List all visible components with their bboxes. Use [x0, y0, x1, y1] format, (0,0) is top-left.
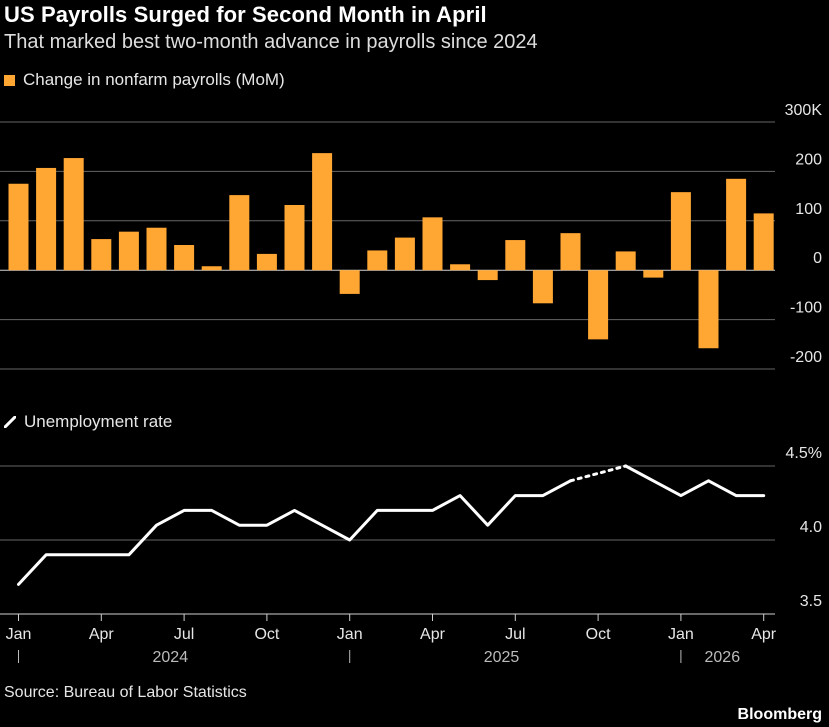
payroll-bar: [229, 195, 250, 271]
payroll-bar: [8, 183, 29, 271]
legend-unemployment-label: Unemployment rate: [24, 412, 173, 431]
payroll-bar: [118, 231, 139, 271]
x-tick-label: Jul: [174, 626, 194, 643]
payroll-bar: [36, 167, 57, 271]
payroll-bar: [588, 270, 609, 340]
line-y-tick-label: 4.5%: [786, 445, 822, 462]
bar-y-tick-label: 300K: [785, 102, 823, 119]
payroll-bar: [174, 245, 195, 271]
payroll-bar: [450, 264, 471, 271]
unemployment-line: [624, 464, 766, 498]
legend-unemployment: Unemployment rate: [4, 412, 172, 432]
payroll-bar: [505, 240, 526, 271]
x-year-label: 2026: [705, 649, 741, 666]
x-tick-label: Oct: [254, 626, 279, 643]
x-year-label: 2024: [153, 649, 189, 666]
payroll-bar: [643, 270, 664, 278]
payroll-bar: [615, 251, 636, 271]
x-year-label: 2025: [484, 649, 520, 666]
payroll-bar: [670, 192, 691, 271]
x-tick-label: Jul: [505, 626, 525, 643]
bar-y-tick-label: 200: [795, 151, 822, 168]
line-y-tick-label: 4.0: [800, 519, 822, 536]
payroll-bar: [477, 270, 498, 281]
payroll-bar: [256, 253, 277, 271]
payroll-bar: [367, 250, 388, 271]
payroll-bar: [394, 237, 415, 271]
bar-y-tick-label: -100: [790, 300, 822, 317]
payroll-bar: [339, 270, 360, 294]
chart-title: US Payrolls Surged for Second Month in A…: [4, 2, 487, 27]
payroll-bar: [422, 217, 443, 271]
x-tick-label: Apr: [420, 626, 446, 643]
payroll-bar: [146, 227, 167, 271]
payroll-bar: [63, 158, 84, 271]
x-tick-label: Jan: [668, 626, 694, 643]
payroll-bar: [201, 266, 222, 271]
payroll-bar: [726, 178, 747, 271]
payroll-bar: [312, 153, 333, 271]
bar-y-tick-label: 100: [795, 201, 822, 218]
payroll-bar: [91, 239, 112, 271]
bloomberg-logo: Bloomberg: [737, 706, 822, 723]
bar-y-tick-label: 0: [813, 250, 822, 267]
payroll-bar: [753, 213, 774, 271]
x-tick-label: Oct: [586, 626, 611, 643]
x-tick-label: Jan: [6, 626, 32, 643]
line-y-tick-label: 3.5: [800, 593, 822, 610]
x-tick-label: Apr: [751, 626, 777, 643]
legend-payrolls-label: Change in nonfarm payrolls (MoM): [23, 70, 285, 89]
payroll-bar: [284, 204, 305, 271]
unemployment-line: [17, 479, 572, 586]
source-note: Source: Bureau of Labor Statistics: [4, 684, 247, 701]
bar-y-tick-label: -200: [790, 349, 822, 366]
legend-bar-swatch: [4, 74, 15, 86]
legend-payrolls: Change in nonfarm payrolls (MoM): [4, 70, 285, 90]
payroll-bar: [532, 270, 553, 304]
chart-subtitle: That marked best two-month advance in pa…: [4, 31, 538, 53]
payroll-bar: [698, 270, 719, 349]
payroll-bar: [560, 233, 581, 271]
unemployment-gap-line: [569, 464, 628, 483]
legend-line-swatch: [4, 416, 16, 428]
x-tick-label: Apr: [89, 626, 115, 643]
x-tick-label: Jan: [337, 626, 363, 643]
